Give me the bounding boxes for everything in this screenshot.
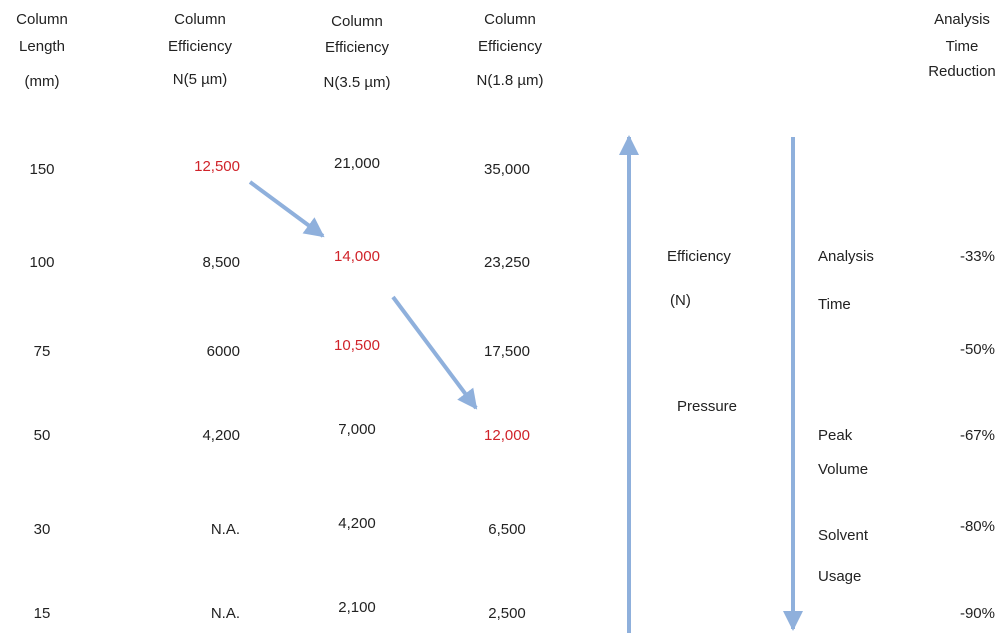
- side-label: Analysis: [818, 248, 874, 265]
- side-label: Solvent: [818, 527, 869, 544]
- reduction-value: -50%: [959, 341, 995, 358]
- column-header: Reduction: [928, 63, 996, 80]
- column-header: Column: [16, 11, 68, 28]
- table-cell: 21,000: [334, 155, 380, 172]
- table-cell: 4,200: [202, 427, 240, 444]
- side-label: Time: [818, 296, 851, 313]
- table-cell: 17,500: [484, 343, 530, 360]
- column-header: Column: [331, 13, 383, 30]
- table-cell: 6,500: [488, 521, 526, 538]
- table-cell: 2,100: [338, 599, 376, 616]
- table-cell: 2,500: [488, 605, 526, 622]
- column-header: Column: [484, 11, 536, 28]
- column-header: N(5 µm): [172, 71, 228, 88]
- column-header: Analysis: [934, 11, 990, 28]
- table-cell: 4,200: [338, 515, 376, 532]
- table-cell: 12,000: [484, 427, 530, 444]
- column-header: N(1.8 µm): [476, 72, 544, 89]
- table-cell: 6000: [206, 343, 240, 360]
- table-cell: N.A.: [210, 605, 240, 622]
- table-cell: N.A.: [210, 521, 240, 538]
- column-header: Time: [945, 38, 979, 55]
- table-cell: 12,500: [194, 158, 240, 175]
- column-header: N(3.5 µm): [323, 74, 391, 91]
- side-label: (N): [670, 292, 691, 309]
- table-cell: 7,000: [338, 421, 376, 438]
- table-cell: 50: [33, 427, 51, 444]
- column-header: Column: [174, 11, 226, 28]
- table-cell: 35,000: [484, 161, 530, 178]
- reduction-value: -67%: [959, 427, 995, 444]
- table-cell: 100: [29, 254, 55, 271]
- side-label: Usage: [818, 568, 862, 585]
- column-header: Efficiency: [168, 38, 232, 55]
- column-header: Efficiency: [478, 38, 542, 55]
- reduction-value: -80%: [959, 518, 995, 535]
- table-cell: 150: [29, 161, 55, 178]
- side-label: Efficiency: [667, 248, 731, 265]
- reduction-value: -33%: [959, 248, 995, 265]
- side-label: Pressure: [677, 398, 738, 415]
- side-label: Peak: [818, 427, 853, 444]
- table-cell: 30: [33, 521, 51, 538]
- column-header: Efficiency: [325, 39, 389, 56]
- diagonal-arrow: [248, 180, 325, 238]
- column-header: (mm): [24, 73, 60, 90]
- table-cell: 10,500: [334, 337, 380, 354]
- table-cell: 8,500: [202, 254, 240, 271]
- diagonal-arrow: [391, 295, 478, 410]
- table-cell: 23,250: [484, 254, 530, 271]
- side-label: Volume: [818, 461, 869, 478]
- table-cell: 14,000: [334, 248, 380, 265]
- reduction-value: -90%: [959, 605, 995, 622]
- table-cell: 75: [33, 343, 51, 360]
- table-cell: 15: [33, 605, 51, 622]
- column-header: Length: [19, 38, 65, 55]
